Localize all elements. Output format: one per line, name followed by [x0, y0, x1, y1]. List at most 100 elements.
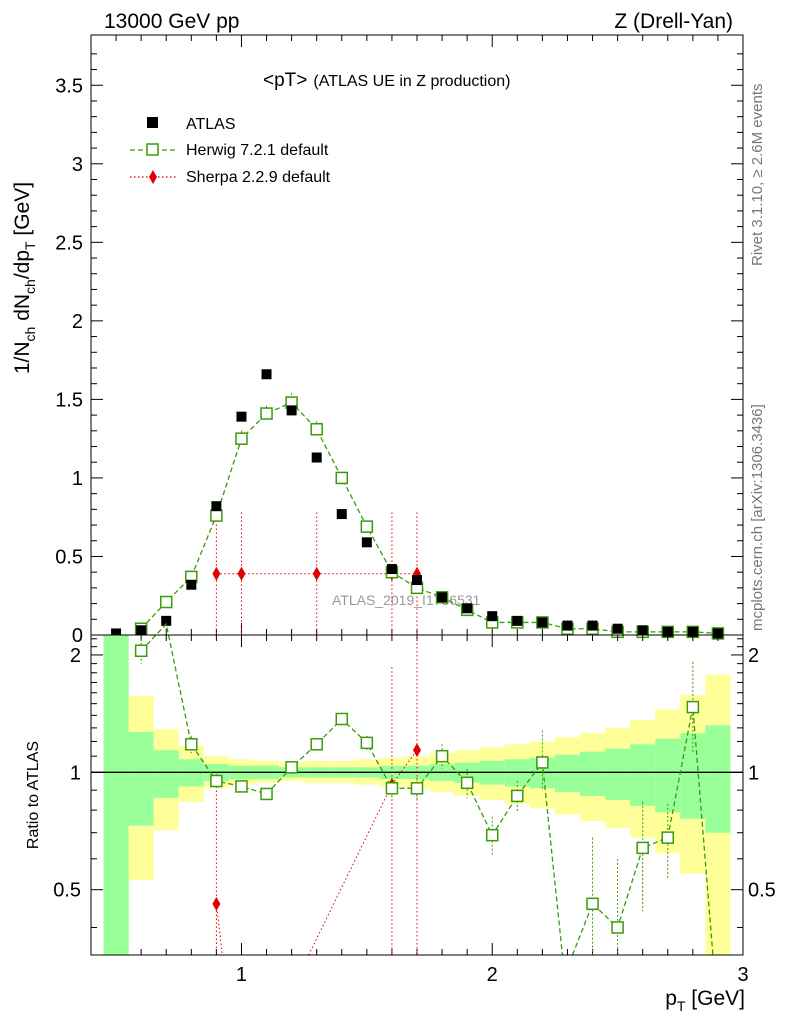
- ratio-y-tick-label-right: 0.5: [748, 880, 776, 902]
- ylabel-part-2: dN: [11, 294, 34, 327]
- atlas-main-point: [412, 575, 422, 586]
- ylabel-part-3: /dp: [11, 250, 34, 279]
- plot-title-suffix: (ATLAS UE in Z production): [313, 73, 510, 90]
- x-axis-label: pT [GeV]: [665, 987, 745, 1014]
- legend: ATLAS Herwig 7.2.1 default Sherpa 2.2.9 …: [130, 116, 331, 186]
- atlas-main-point: [637, 625, 648, 636]
- herwig-ratio-point: [611, 921, 624, 934]
- ratio-band-inner: [103, 635, 129, 955]
- herwig-ratio-point: [335, 712, 349, 726]
- ratio-y-tick-label-left: 2: [70, 645, 81, 667]
- main-y-tick-label: 1: [72, 468, 83, 490]
- mcplots-label: mcplots.cern.ch [arXiv:1306.3436]: [749, 404, 766, 631]
- ylabel-sub-1: ch: [22, 327, 38, 342]
- ratio-band-inner: [580, 751, 606, 796]
- atlas-main-point: [662, 626, 673, 637]
- atlas-main-point: [136, 625, 147, 636]
- ratio-y-tick-label-left: 1: [70, 762, 81, 784]
- herwig-ratio-point: [511, 789, 524, 803]
- xlabel-part-1: p: [665, 987, 677, 1010]
- atlas-main-point: [186, 579, 197, 590]
- atlas-main-point: [437, 592, 448, 603]
- legend-atlas-marker: [147, 117, 158, 128]
- herwig-ratio-point: [536, 756, 549, 769]
- atlas-main-point: [462, 603, 473, 614]
- herwig-ratio-point: [285, 761, 298, 774]
- atlas-main-point: [487, 611, 498, 622]
- main-y-tick-label: 0.5: [55, 546, 83, 568]
- ylabel-sub-2: ch: [22, 279, 38, 294]
- main-y-tick-label: 3: [72, 154, 83, 176]
- herwig-ratio-point: [260, 787, 273, 801]
- atlas-main-point: [537, 617, 548, 628]
- atlas-main-point: [512, 615, 523, 626]
- atlas-main-point: [286, 405, 297, 416]
- sherpa-main-point: [212, 566, 221, 581]
- legend-herwig-label: Herwig 7.2.1 default: [186, 142, 329, 159]
- herwig-ratio-point: [385, 782, 399, 795]
- x-tick-label: 1: [236, 964, 247, 986]
- ratio-band-inner: [630, 744, 656, 806]
- main-panel: 0 0.5 1 1.5 2 2.5 3 3.5: [55, 35, 743, 647]
- main-data-marks: [111, 369, 725, 640]
- herwig-ratio-point: [661, 831, 675, 844]
- atlas-main-point: [587, 620, 598, 631]
- ratio-band-inner: [128, 731, 154, 826]
- main-y-tick-label: 2: [72, 311, 83, 333]
- ylabel-part-4: [GeV]: [11, 182, 34, 242]
- herwig-main-point: [260, 407, 273, 420]
- sherpa-ratio-point: [212, 896, 221, 911]
- sherpa-ratio-line: [391, 749, 418, 785]
- herwig-main-point: [360, 520, 374, 533]
- ratio-data-marks: [134, 622, 714, 956]
- herwig-ratio-point: [210, 774, 223, 788]
- main-y-tick-label: 1.5: [55, 389, 83, 411]
- ratio-band-inner: [705, 725, 731, 833]
- process-label: Z (Drell-Yan): [614, 10, 733, 33]
- ratio-y-tick-label-right: 1: [748, 762, 759, 784]
- sherpa-ratio-point: [413, 743, 421, 758]
- ylabel-sub-3: T: [22, 241, 38, 250]
- sherpa-main-point: [312, 566, 321, 581]
- herwig-main-point: [335, 471, 349, 485]
- atlas-main-point: [211, 501, 222, 512]
- herwig-main-point: [210, 509, 223, 522]
- herwig-ratio-point: [360, 736, 374, 750]
- main-y-axis-label: 1/Nch dNch/dpT [GeV]: [11, 182, 38, 374]
- legend-sherpa-label: Sherpa 2.2.9 default: [186, 169, 331, 186]
- xlabel-sub: T: [677, 998, 686, 1014]
- main-y-tick-label: 2.5: [55, 232, 83, 254]
- sherpa-main-point: [237, 566, 246, 581]
- herwig-ratio-point: [636, 841, 649, 855]
- herwig-ratio-point: [435, 749, 449, 763]
- ratio-band-inner: [655, 738, 681, 813]
- ratio-band-inner: [153, 750, 179, 798]
- atlas-main-point: [612, 623, 623, 634]
- ratio-y-axis-label: Ratio to ATLAS: [25, 741, 42, 849]
- ratio-y-tick-label-right: 2: [748, 645, 759, 667]
- legend-herwig-marker: [146, 143, 159, 156]
- ratio-frame: [90, 634, 744, 956]
- herwig-main-point: [159, 595, 173, 609]
- sherpa-ratio-line: [308, 784, 393, 956]
- ylabel-part-1: 1/N: [11, 341, 34, 374]
- atlas-main-point: [386, 564, 397, 575]
- atlas-main-point: [311, 452, 322, 463]
- atlas-main-point: [361, 537, 372, 548]
- rivet-info-label: Rivet 3.1.10, ≥ 2.6M events: [749, 84, 766, 267]
- herwig-main-point: [310, 422, 323, 436]
- atlas-main-point: [161, 615, 172, 626]
- atlas-main-point: [712, 628, 723, 639]
- x-tick-label: 2: [487, 964, 498, 986]
- main-y-tick-label: 0: [72, 625, 83, 647]
- atlas-main-point: [562, 620, 573, 631]
- legend-sherpa-marker: [149, 170, 157, 184]
- herwig-ratio-point: [310, 738, 323, 751]
- herwig-main-point: [235, 432, 248, 445]
- herwig-ratio-point: [485, 828, 499, 842]
- ratio-band-inner: [554, 754, 580, 793]
- legend-atlas-label: ATLAS: [186, 116, 236, 133]
- plot-title: <pT> (ATLAS UE in Z production): [263, 70, 510, 91]
- herwig-ratio-point: [460, 776, 474, 790]
